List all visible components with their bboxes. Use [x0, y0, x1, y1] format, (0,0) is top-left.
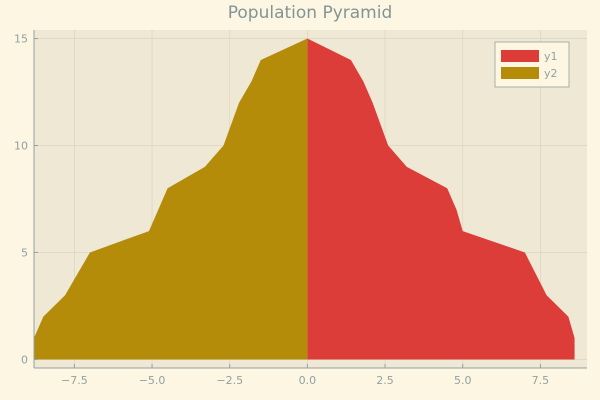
- y-tick-label: 15: [14, 33, 28, 46]
- x-tick-label: 0.0: [299, 374, 317, 387]
- chart-title: Population Pyramid: [228, 3, 393, 23]
- x-tick-label: −2.5: [216, 374, 243, 387]
- legend: y1 y2: [494, 41, 570, 88]
- x-tick-label: −5.0: [139, 374, 166, 387]
- legend-box: [494, 41, 570, 88]
- x-tick-label: −7.5: [61, 374, 88, 387]
- legend-label-y2: y2: [544, 67, 558, 80]
- series-area-y1: [307, 38, 575, 360]
- y-tick-label: 10: [14, 140, 28, 153]
- axes: [33, 30, 587, 369]
- x-tick-label: 2.5: [376, 374, 394, 387]
- legend-label-y1: y1: [544, 50, 558, 63]
- series-area-y2: [34, 38, 308, 360]
- legend-swatch-y1: [501, 50, 539, 62]
- ticks: −7.5 −5.0 −2.5 0.0 2.5 5.0 7.5 0 5 10 15: [14, 33, 549, 387]
- x-tick-label: 7.5: [532, 374, 550, 387]
- x-tick-label: 5.0: [454, 374, 472, 387]
- y-tick-label: 5: [21, 246, 28, 259]
- legend-swatch-y2: [501, 67, 539, 79]
- series-layer: [34, 38, 575, 360]
- y-tick-label: 0: [21, 353, 28, 366]
